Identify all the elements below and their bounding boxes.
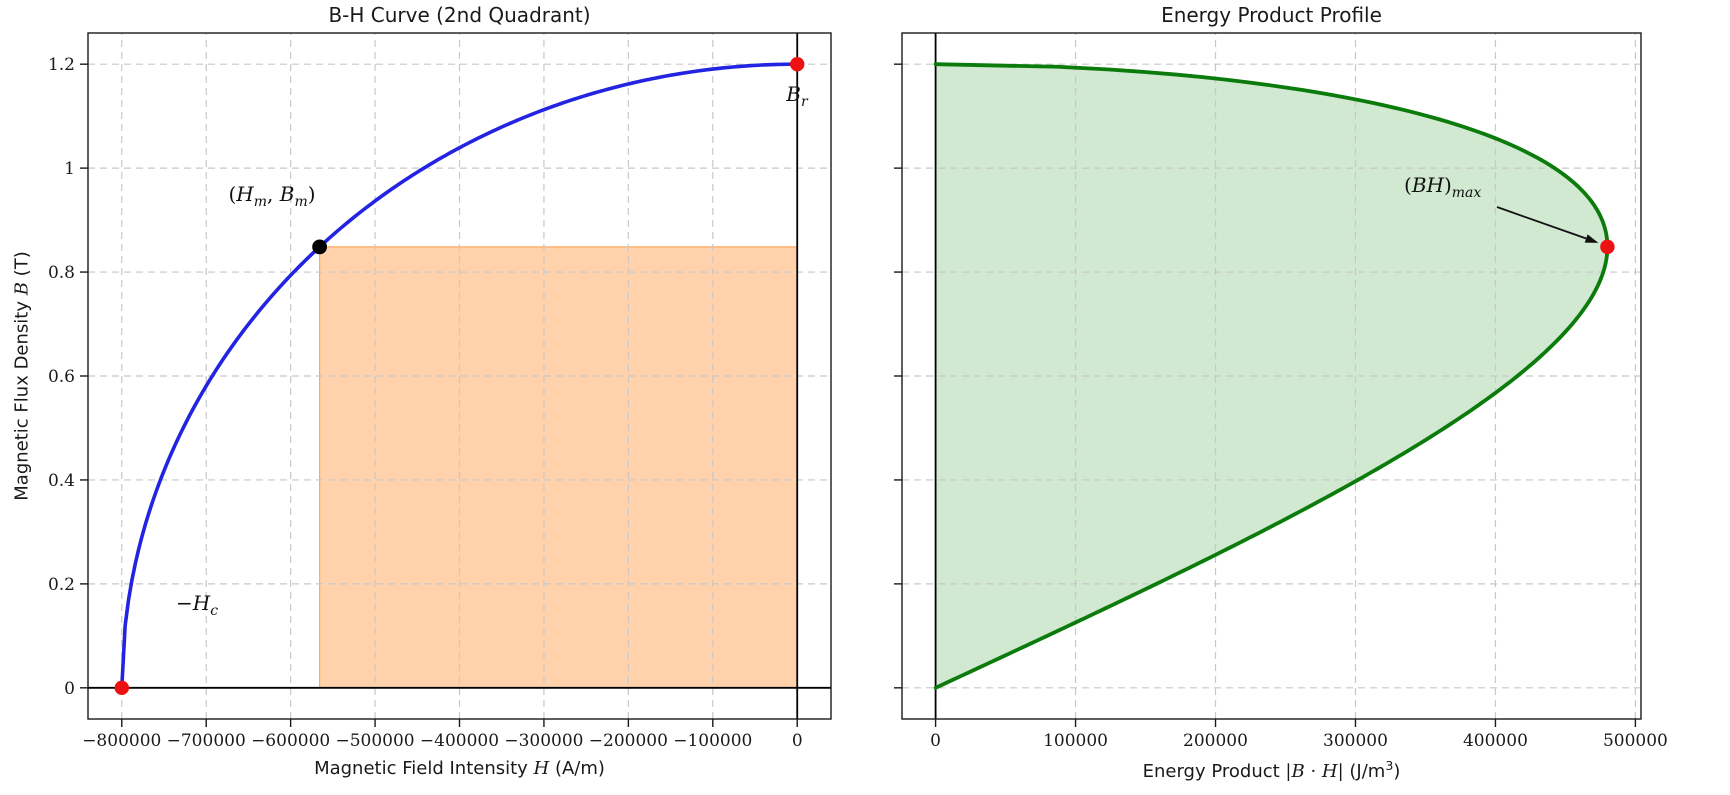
right-x-tick-label: 300000 — [1323, 731, 1388, 751]
coercivity-point — [114, 680, 129, 696]
left-x-tick-label: −100000 — [673, 731, 752, 751]
bh-max-arrowhead — [1584, 234, 1599, 243]
left-y-tick-label: 1 — [64, 159, 75, 179]
annotation-hm-bm: (Hm, Bm) — [228, 182, 316, 210]
left-x-tick-label: −200000 — [589, 731, 668, 751]
left-x-tick-label: −500000 — [335, 731, 414, 751]
right-x-tick-label: 500000 — [1603, 731, 1668, 751]
left-y-axis-label: Magnetic Flux Density B (T) — [11, 251, 33, 501]
left-y-tick-label: 1.2 — [48, 55, 75, 75]
annotation-bh-max: (BH)max — [1404, 173, 1482, 201]
energy-curve — [933, 62, 1610, 690]
right-x-axis-label: Energy Product |B · H| (J/m3) — [1142, 758, 1401, 782]
right-ticks — [894, 63, 1637, 727]
left-y-tick-label: 0 — [64, 679, 75, 699]
annotation-br: Br — [786, 82, 808, 110]
left-chart-title: B-H Curve (2nd Quadrant) — [328, 3, 591, 27]
right-x-tick-label: 400000 — [1463, 731, 1528, 751]
right-x-tick-label: 200000 — [1183, 731, 1248, 751]
left-x-tick-label: 0 — [792, 731, 803, 751]
left-y-tick-label: 0.2 — [48, 575, 75, 595]
bh-max-point — [1600, 239, 1615, 255]
bh-curve — [119, 62, 800, 690]
left-x-tick-label: −400000 — [420, 731, 499, 751]
energy-area-fill — [935, 64, 1608, 688]
right-chart-title: Energy Product Profile — [1161, 3, 1382, 27]
left-x-axis-label: Magnetic Field Intensity H (A/m) — [314, 758, 605, 779]
operating-point — [312, 239, 328, 255]
energy-rect-shade — [319, 246, 798, 689]
remanence-point — [790, 56, 805, 72]
left-x-tick-label: −600000 — [251, 731, 330, 751]
left-y-tick-label: 0.8 — [48, 263, 75, 283]
right-x-tick-label: 0 — [930, 731, 941, 751]
annotation-hc: −Hc — [176, 591, 219, 619]
left-x-tick-label: −800000 — [82, 731, 161, 751]
right-x-tick-label: 100000 — [1043, 731, 1108, 751]
left-ticks — [80, 63, 798, 727]
bh-max-arrow-line — [1496, 206, 1587, 240]
left-x-tick-label: −700000 — [167, 731, 246, 751]
left-y-tick-label: 0.6 — [48, 367, 75, 387]
left-x-tick-label: −300000 — [504, 731, 583, 751]
left-y-tick-label: 0.4 — [48, 471, 75, 491]
